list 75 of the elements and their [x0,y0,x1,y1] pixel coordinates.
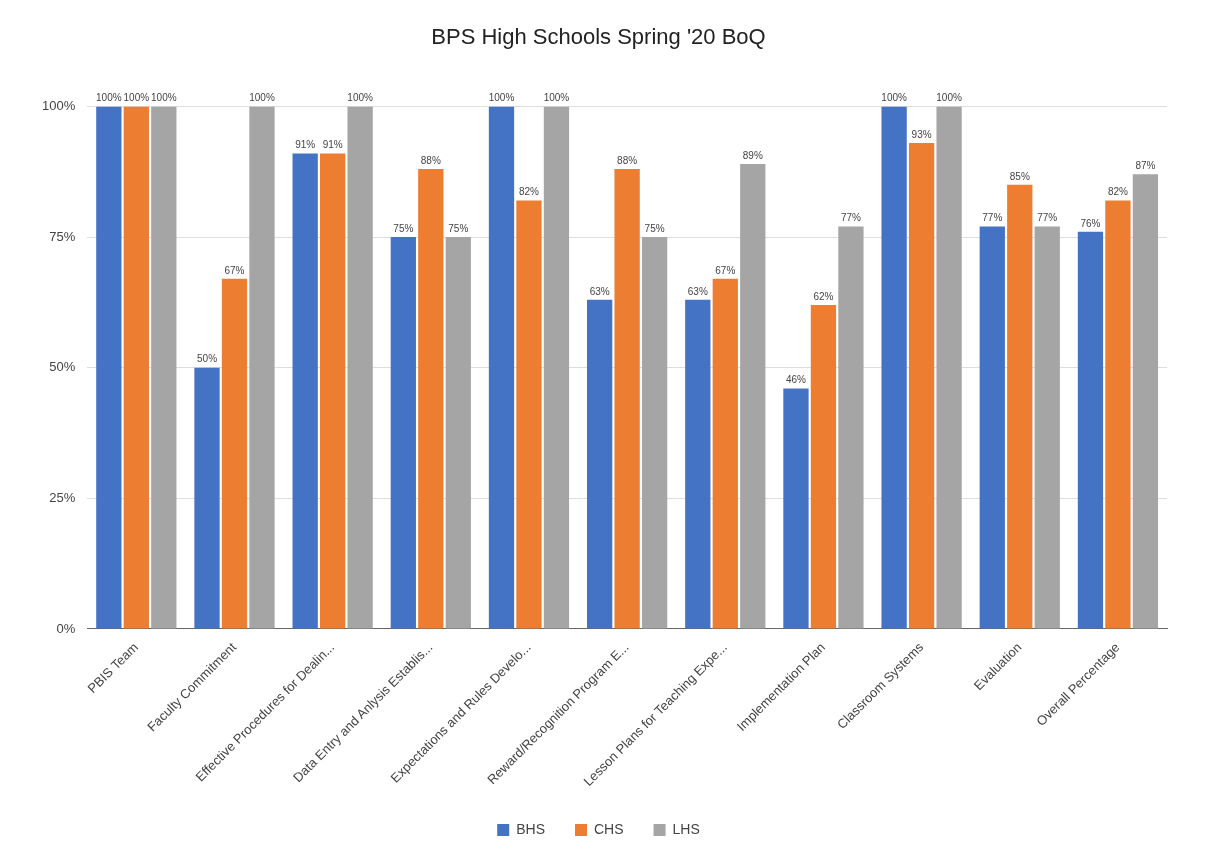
data-label: 75% [393,222,414,234]
data-label: 82% [1107,186,1129,198]
data-label: 91% [295,139,316,151]
y-tick-label: 50% [49,359,76,375]
data-label: 75% [644,222,665,234]
data-label: 85% [1009,170,1030,182]
data-label: 88% [617,154,638,166]
chart-title: BPS High Schools Spring '20 BoQ [431,24,766,50]
data-label: 88% [420,154,441,166]
bar [292,153,318,629]
bar [516,200,542,629]
bar [838,226,864,629]
data-label: 87% [1135,160,1156,172]
bar [96,106,122,629]
data-label: 63% [589,285,610,297]
bar [320,153,346,629]
bar [543,106,570,629]
bar [1034,226,1060,629]
bar [488,106,515,629]
data-label: 67% [224,264,245,276]
data-label: 100% [151,92,177,104]
data-label: 100% [96,92,122,104]
bar [979,226,1005,629]
bar [123,106,149,629]
data-label: 100% [488,92,515,104]
data-label: 93% [911,128,932,140]
data-label: 77% [840,212,862,224]
data-label: 100% [881,92,908,104]
bar [810,304,837,629]
data-label: 77% [1037,212,1058,224]
bar [445,237,471,629]
bar [641,237,668,629]
data-label: 89% [742,149,763,161]
bar [194,367,220,629]
data-label: 63% [687,285,708,297]
bar [685,299,711,629]
y-tick-label: 0% [56,620,76,636]
data-label: 100% [123,92,150,104]
legend-label: LHS [672,820,700,837]
bar [881,106,907,629]
data-label: 100% [249,92,275,104]
data-label: 76% [1080,217,1101,229]
legend-label: BHS [516,820,546,837]
bar [740,163,766,629]
bar [908,142,935,629]
data-label: 100% [543,92,570,104]
y-tick-label: 100% [42,97,76,113]
legend-label: CHS [594,820,624,837]
bar [783,388,809,629]
data-label: 67% [715,264,736,276]
data-label: 46% [785,374,807,386]
bar [587,299,613,629]
data-label: 100% [347,92,374,104]
bar [249,106,275,629]
bar [614,169,640,629]
bar [151,106,177,629]
data-label: 82% [518,186,540,198]
bar [1007,184,1033,629]
bar [221,278,248,629]
bar [712,278,738,629]
bar [1132,174,1159,629]
data-label: 100% [936,92,962,104]
y-tick-label: 75% [49,228,76,244]
data-label: 50% [197,353,218,365]
data-label: 77% [982,212,1003,224]
bar [1077,231,1104,629]
data-label: 75% [448,222,469,234]
y-tick-label: 25% [49,489,76,505]
bar [936,106,962,629]
bar [1105,200,1131,629]
data-label: 91% [322,139,343,151]
bar [390,237,416,629]
bar [347,106,373,629]
bar [418,169,444,629]
data-label: 62% [813,290,834,302]
